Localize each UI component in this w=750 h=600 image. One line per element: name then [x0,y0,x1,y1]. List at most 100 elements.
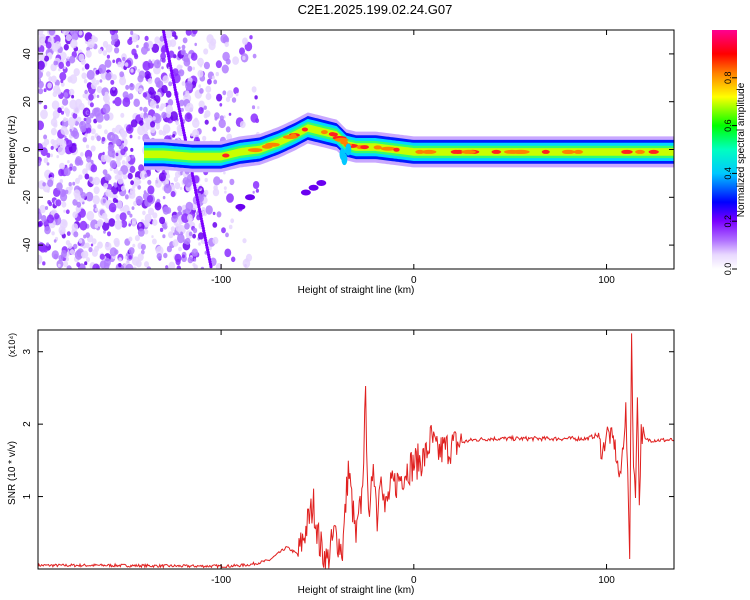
spectrogram-noise-blob [162,206,170,215]
spectrogram-noise-blob [96,94,100,98]
spectrogram-noise-blob [72,165,77,172]
spectrogram-hotspot [541,149,550,154]
spectrogram-noise-blob [199,88,204,94]
spectrogram-streak [178,109,182,113]
spectrogram-noise-blob [177,233,185,244]
spectrogram-noise-blob [60,110,65,115]
spectrogram-noise-blob [119,71,125,78]
spectrogram-noise-blob [179,186,183,190]
spectrogram-noise-blob [242,238,247,244]
spectrogram-noise-blob [187,214,193,222]
spectrogram-noise-blob [164,172,167,176]
spectrogram-noise-blob [159,106,163,111]
spectrogram-noise-blob [57,263,61,268]
spectrogram-noise-blob [180,48,186,56]
spectrogram-x-axis: -100 0 100 [211,30,615,286]
spectrogram-streak [182,131,186,135]
spectrogram-noise-blob [190,52,198,61]
spectrogram-noise-blob [67,116,76,127]
spectrogram-noise-blob [231,256,236,263]
spectrogram-noise-blob [134,54,139,60]
spectrogram-noise-blob [138,87,143,94]
spectrogram-noise-blob [108,191,114,198]
spectrogram-noise-blob [144,35,149,42]
spectrogram-noise-blob [44,206,49,210]
spectrogram-noise-blob [50,145,54,150]
spectrogram-noise-blob [45,41,52,49]
spectrogram-y-tick-label: 40 [22,48,33,60]
spectrogram-noise-blob [111,32,119,43]
spectrogram-noise-blob [94,223,99,229]
spectrogram-noise-blob [203,48,209,55]
spectrogram-noise-blob [83,245,86,249]
spectrogram-hotspot [340,140,348,145]
spectrogram-hotspot [648,149,659,154]
spectrogram-noise-blob [59,139,67,148]
spectrogram-noise-blob [95,69,100,75]
spectrogram-noise-blob [93,107,102,117]
spectrogram-noise-blob [150,121,156,128]
spectrogram-noise-blob [61,201,67,208]
spectrogram-noise-blob [139,106,143,111]
spectrogram-noise-blob [210,38,217,46]
spectrogram-noise-blob [85,242,90,249]
spectrogram-noise-blob [84,149,93,159]
spectrogram-noise-blob [41,215,47,222]
spectrogram-noise-blob [115,152,119,157]
spectrogram-noise-blob [220,34,228,44]
spectrogram-noise-blob [112,197,117,203]
spectrogram-noise-blob [182,177,189,185]
spectrogram-noise-blob [225,126,231,133]
spectrogram-hotspot [421,149,437,154]
spectrogram-noise-blob [43,88,47,93]
spectrogram-noise-blob [185,30,192,36]
spectrogram-noise-blob [184,237,191,245]
spectrogram-noise-blob [42,182,46,187]
spectrogram-streak [205,243,209,247]
spectrogram-noise-blob [215,71,219,77]
spectrogram-streak [166,52,170,56]
spectrogram-streak [174,92,178,97]
spectrogram-noise-blob [68,182,72,187]
spectrogram-noise-blob [82,168,88,176]
spectrogram-noise-blob [40,109,48,120]
spectrogram-noise-blob [162,195,166,200]
spectrogram-noise-blob [46,242,50,247]
spectrogram-noise-blob [212,211,216,216]
colorbar-gradient [712,30,737,269]
spectrogram-x-tick-label: -100 [211,275,231,286]
spectrogram-noise-blob [72,211,78,219]
spectrogram-streak [196,202,200,207]
spectrogram-noise-blob [89,112,94,119]
spectrogram-noise-blob [158,172,166,182]
spectrogram-noise-blob [185,81,193,91]
spectrogram-noise-blob [239,121,246,129]
spectrogram-streak [171,76,175,80]
spectrogram-streak [163,38,167,42]
spectrogram-noise-blob [46,152,51,158]
spectrogram-noise-blob [50,127,57,136]
spectrogram-noise-blob [223,186,227,191]
spectrogram-streak [203,233,207,238]
spectrogram-noise-blob [147,78,153,84]
spectrogram-noise-blob [180,65,183,69]
spectrogram-noise-blob [162,124,171,134]
spectrogram-noise-blob [63,92,69,98]
spectrogram-noise-blob [97,241,103,249]
spectrogram-noise-blob [226,90,234,99]
spectrogram-noise-blob [179,99,185,107]
spectrogram-hotspot [635,149,645,154]
spectrogram-noise-blob [212,222,218,228]
spectrogram-noise-blob [194,42,197,47]
spectrogram-noise-blob [61,249,67,258]
spectrogram-noise-blob [200,266,205,269]
spectrogram-streak [170,73,174,77]
spectrogram-noise-blob [61,30,70,36]
spectrogram-side-blob [341,153,348,166]
spectrogram-noise-blob [183,58,191,67]
spectrogram-noise-blob [128,247,135,255]
spectrogram-noise-blob [161,57,166,63]
spectrogram-noise-blob [136,44,139,49]
spectrogram-side-blob [245,194,255,201]
spectrogram-noise-blob [102,50,108,56]
